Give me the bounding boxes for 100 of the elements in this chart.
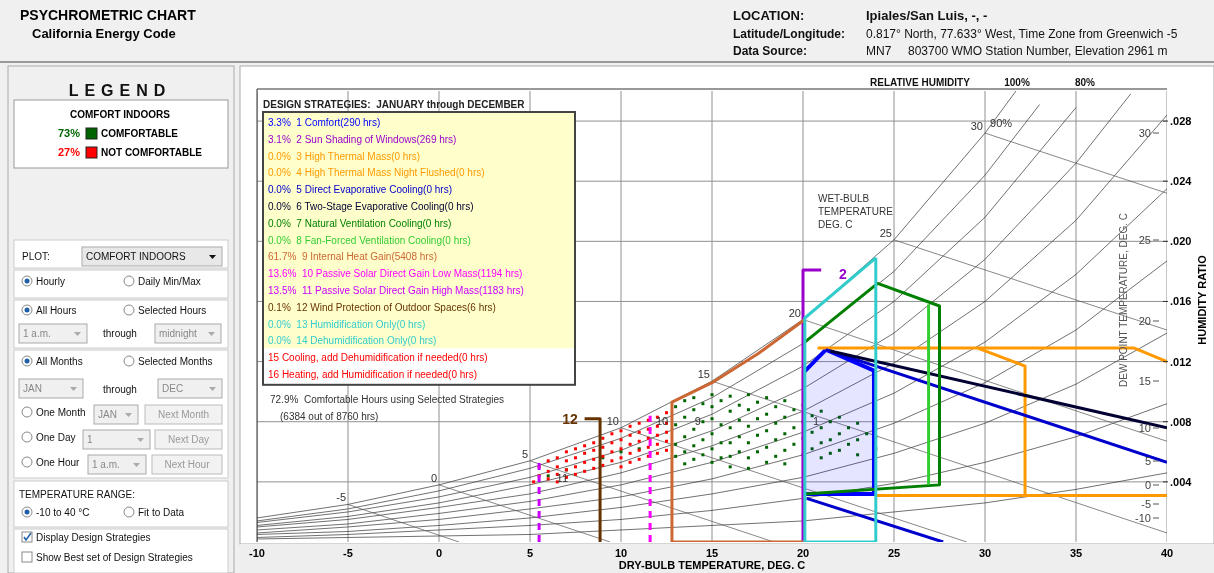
text: Selected Months	[138, 356, 213, 367]
text: Next Month	[157, 409, 210, 420]
source-note: Data Source:	[733, 44, 808, 58]
text: 1 a.m.	[92, 459, 120, 470]
annotation: (6384 out of 8760 hrs)	[280, 411, 379, 422]
text: 0.0% 13 Humidification Only(0 hrs)	[268, 318, 426, 330]
text: 0.0% 7 Natural Ventilation Cooling(0 hrs)	[268, 217, 452, 229]
text: One Hour	[36, 457, 81, 468]
annotation: 30	[1138, 127, 1151, 139]
legend-label: 15 Cooling, add Dehumidification if needed(0 hrs)	[268, 352, 488, 364]
text: 1 a.m.	[23, 328, 51, 339]
text: 100%	[1004, 77, 1030, 88]
text: Latitude/Longitude:	[733, 27, 845, 41]
y-tick-label: .024	[1170, 175, 1193, 188]
text: Selected Hours	[138, 305, 207, 316]
annotation: 20	[1138, 315, 1151, 327]
text: -10 to 40 °C	[36, 507, 90, 518]
legend-label: COMFORTABLE	[101, 128, 179, 139]
y-tick-label: .008	[1170, 415, 1192, 428]
text: MN7 803700 WMO Station Number, Elevation 2961 m	[866, 44, 1168, 58]
y-tick-label: .004	[1170, 475, 1193, 488]
x-tick-label: 10	[614, 547, 628, 559]
y-tick-label: .016	[1170, 295, 1192, 308]
annotation: -10	[1135, 512, 1151, 524]
annotation: -5	[336, 491, 346, 504]
legend-label: 16 Heating, add Humidification if needed(0 hrs)	[268, 369, 478, 380]
text: 3.3% 1 Comfort(290 hrs)	[268, 117, 381, 128]
text: All Months	[36, 356, 83, 367]
text: 13.5% 11 Passive Solar Direct Gain High Mass(1183 hrs)	[268, 285, 524, 296]
text: through	[103, 328, 137, 339]
text: 27%	[57, 146, 81, 158]
text: PLOT:	[22, 251, 50, 262]
annotation: 15	[1138, 375, 1151, 387]
text: TEMPERATURE RANGE:	[19, 489, 135, 500]
annotation: 2	[839, 266, 848, 282]
text: 0.817° North, 77.633° West, Time Zone from Greenwich -5	[866, 27, 1178, 41]
text: RELATIVE HUMIDITY	[870, 77, 971, 88]
text: 3.1% 2 Sun Shading of Windows(269 hrs)	[268, 133, 457, 145]
annotation: 30	[970, 120, 983, 133]
y2-axis-title: DEW POINT TEMPERATURE, DEG. C	[1118, 213, 1129, 387]
x-tick-label: -10	[249, 547, 265, 559]
text: 61.7% 9 Internal Heat Gain(5408 hrs)	[268, 251, 437, 263]
text: 13.6% 10 Passive Solar Direct Gain Low Mass(1194 hrs)	[268, 268, 523, 280]
text: 0.0% 4 High Thermal Mass Night Flushed(0 hrs)	[268, 167, 485, 179]
annotation: 90%	[990, 117, 1013, 130]
text: Daily Min/Max	[138, 276, 201, 287]
y-tick-label: .028	[1170, 115, 1192, 128]
text: 0.0% 3 High Thermal Mass(0 hrs)	[268, 150, 421, 162]
text: 0.0% 14 Dehumidification Only(0 hrs)	[268, 335, 437, 347]
text: Fit to Data	[138, 507, 185, 518]
text: 0.0% 5 Direct Evaporative Cooling(0 hrs)	[268, 184, 452, 196]
text: 73%	[57, 127, 81, 139]
y-axis-title: HUMIDITY RATIO	[1196, 254, 1208, 345]
annotation: 20	[788, 306, 801, 319]
annotation: 5	[1144, 455, 1151, 467]
text: Next Hour	[164, 459, 211, 470]
annotation: 9	[694, 414, 701, 427]
text: Hourly	[36, 276, 65, 287]
x-tick-label: 15	[705, 547, 719, 559]
x-tick-label: 5	[526, 547, 534, 559]
x-axis-title: DRY-BULB TEMPERATURE, DEG. C	[618, 559, 806, 571]
text: JAN	[98, 409, 117, 420]
x-tick-label: 30	[978, 547, 992, 559]
annotation: 10	[1138, 422, 1151, 434]
y-tick-label: .012	[1170, 355, 1192, 368]
text: One Day	[36, 432, 76, 443]
text: LEGEND	[68, 82, 172, 99]
text: Ipiales/San Luis, -, -	[866, 8, 988, 23]
text: California Energy Code	[32, 26, 176, 41]
annotation: 72.9% Comfortable Hours using Selected Strategies	[270, 394, 505, 405]
annotation: 5	[521, 447, 528, 460]
annotation: DESIGN STRATEGIES: JANUARY through DECEMBER	[263, 99, 526, 110]
text: through	[103, 384, 137, 395]
text: LOCATION:	[733, 8, 805, 23]
text: Show Best set of Design Strategies	[36, 552, 193, 563]
text: All Hours	[36, 305, 77, 316]
annotation: 0	[1144, 479, 1151, 491]
annotation: -5	[1141, 498, 1151, 510]
text: DEC	[162, 383, 184, 394]
x-tick-label: -5	[343, 547, 353, 559]
x-tick-label: 0	[435, 547, 443, 559]
legend-title: COMFORT INDOORS	[70, 109, 171, 120]
annotation: 1	[813, 414, 820, 427]
text: JAN	[23, 383, 42, 394]
text: Display Design Strategies	[36, 532, 151, 543]
text: 0.0% 8 Fan-Forced Ventilation Cooling(0 hrs)	[268, 234, 471, 246]
text: One Month	[36, 407, 86, 418]
legend-label: NOT COMFORTABLE	[101, 147, 203, 158]
x-tick-label: 20	[796, 547, 810, 559]
annotation: 25	[1138, 234, 1151, 246]
text: PSYCHROMETRIC CHART	[20, 7, 197, 23]
y-tick-label: .020	[1170, 235, 1192, 248]
annotation: 0	[430, 471, 437, 484]
text: 0.1% 12 Wind Protection of Outdoor Spaces(6 hrs)	[268, 301, 496, 313]
text: midnight	[159, 328, 198, 339]
text: Next Day	[167, 434, 210, 445]
x-tick-label: 35	[1069, 547, 1083, 559]
annotation: 15	[697, 368, 710, 381]
text: 1	[87, 434, 93, 445]
annotation: 12	[562, 411, 578, 427]
